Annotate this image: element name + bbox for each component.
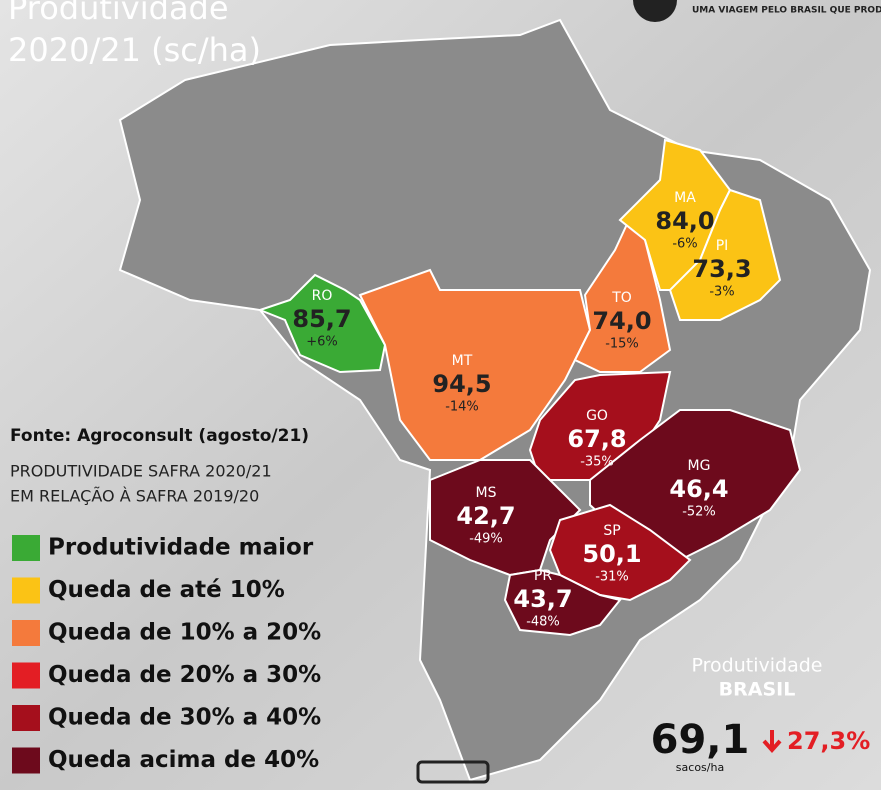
brasil-unit: sacos/ha	[676, 761, 724, 774]
legend-label: Queda de até 10%	[48, 577, 285, 603]
infographic: Produtividade 2020/21 (sc/ha) UMA VIAGEM…	[0, 0, 881, 790]
legend-swatch	[12, 705, 40, 731]
state-abbr: PR	[534, 568, 552, 584]
legend-label: Produtividade maior	[48, 535, 314, 561]
brasil-label: Produtividade	[692, 655, 823, 677]
state-abbr: RO	[312, 288, 333, 304]
legend-swatch	[12, 748, 40, 774]
brasil-value: 69,1	[651, 717, 750, 763]
state-value: 73,3	[692, 255, 751, 283]
legend-label: Queda de 20% a 30%	[48, 662, 321, 688]
state-value: 74,0	[592, 307, 651, 335]
brand-tagline: UMA VIAGEM PELO BRASIL QUE PRODUZ	[692, 6, 881, 16]
source: Fonte: Agroconsult (agosto/21)	[10, 426, 309, 446]
subtitle: EM RELAÇÃO À SAFRA 2019/20	[10, 487, 259, 506]
state-change: -52%	[682, 505, 716, 520]
state-change: -15%	[605, 337, 639, 352]
state-value: 50,1	[582, 540, 641, 568]
state-abbr: TO	[611, 290, 632, 306]
state-change: -3%	[709, 285, 734, 300]
state-change: -31%	[595, 570, 629, 585]
state-value: 85,7	[292, 305, 351, 333]
legend-label: Queda acima de 40%	[48, 747, 319, 773]
legend-swatch	[12, 620, 40, 646]
title: 2020/21 (sc/ha)	[8, 31, 261, 69]
state-change: -35%	[580, 455, 614, 470]
state-abbr: MS	[476, 485, 497, 501]
state-abbr: MA	[674, 190, 696, 206]
state-change: +6%	[306, 335, 338, 350]
brasil-change: 27,3%	[787, 727, 870, 755]
state-abbr: MG	[688, 458, 711, 474]
state-change: -14%	[445, 400, 479, 415]
legend-swatch	[12, 578, 40, 604]
state-value: 43,7	[513, 585, 572, 613]
state-change: -6%	[672, 237, 697, 252]
state-abbr: PI	[716, 238, 729, 254]
state-value: 67,8	[567, 425, 626, 453]
state-abbr: MT	[452, 353, 473, 369]
state-abbr: SP	[603, 523, 620, 539]
title: Produtividade	[8, 0, 229, 27]
subtitle: PRODUTIVIDADE SAFRA 2020/21	[10, 462, 272, 481]
legend-swatch	[12, 663, 40, 689]
legend-swatch	[12, 535, 40, 561]
state-value: 94,5	[432, 370, 491, 398]
state-value: 84,0	[655, 207, 714, 235]
legend-label: Queda de 30% a 40%	[48, 705, 321, 731]
state-abbr: GO	[586, 408, 608, 424]
brasil-label: BRASIL	[719, 679, 796, 701]
state-value: 42,7	[456, 502, 515, 530]
legend-label: Queda de 10% a 20%	[48, 620, 321, 646]
state-change: -48%	[526, 615, 560, 630]
state-value: 46,4	[669, 475, 728, 503]
state-change: -49%	[469, 532, 503, 547]
